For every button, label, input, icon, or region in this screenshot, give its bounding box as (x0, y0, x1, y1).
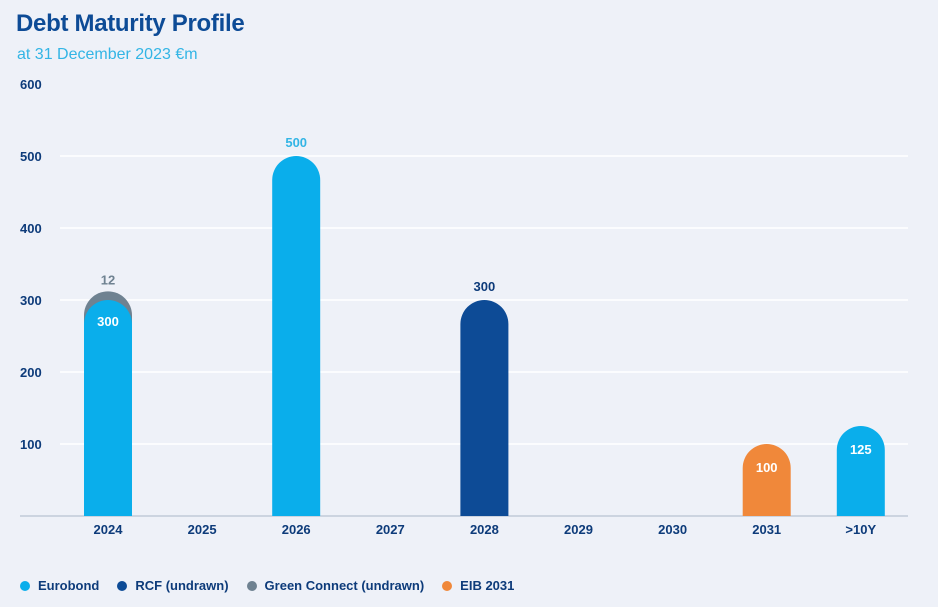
value-label-2028: 300 (474, 279, 496, 294)
bar-eurobond-2024 (84, 300, 132, 516)
bar-eib-2031-2031 (742, 444, 791, 516)
y-tick-label-100: 100 (20, 437, 42, 452)
x-tick-label-2028: 2028 (470, 522, 499, 537)
x-tick-label-2026: 2026 (282, 522, 311, 537)
legend-label-rcf: RCF (undrawn) (135, 578, 229, 593)
chart-subtitle: at 31 December 2023 €m (17, 46, 198, 63)
y-tick-label-200: 200 (20, 365, 42, 380)
y-tick-label-300: 300 (20, 293, 42, 308)
bar-eurobond-2026 (272, 156, 321, 516)
y-tick-label-600: 600 (20, 77, 42, 92)
bar-eurobond->10Y (836, 426, 885, 516)
x-tick-label-2027: 2027 (376, 522, 405, 537)
x-tick-label-2029: 2029 (564, 522, 593, 537)
legend-swatch-rcf (117, 580, 128, 591)
legend-item-rcf: RCF (undrawn) (117, 578, 229, 593)
debt-maturity-chart: 100 200 300 400 500 600 2024 2025 2026 2027 2028 20… (20, 77, 908, 537)
x-tick-label-2030: 2030 (658, 522, 687, 537)
x-tick-label->10Y: >10Y (845, 522, 876, 537)
legend-swatch-eib-2031 (442, 580, 453, 591)
value-label->10Y: 125 (850, 442, 872, 457)
legend-swatch-eurobond (20, 580, 30, 591)
value-label-2024-top: 12 (101, 272, 115, 287)
legend-label-eib-2031: EIB 2031 (460, 578, 515, 593)
x-tick-label-2025: 2025 (188, 522, 217, 537)
value-label-2024-base: 300 (97, 314, 119, 329)
legend-item-green-connect: Green Connect (undrawn) (246, 578, 425, 593)
legend-item-eib-2031: EIB 2031 (442, 578, 514, 593)
legend-item-eurobond: Eurobond (20, 578, 99, 593)
legend-swatch-green-connect (246, 580, 257, 591)
bar-rcf-undrawn--2028 (460, 300, 509, 516)
y-tick-label-500: 500 (20, 149, 42, 164)
value-label-2026: 500 (285, 135, 307, 150)
legend: Eurobond RCF (undrawn) Green Connect (un… (20, 578, 532, 593)
legend-label-eurobond: Eurobond (38, 578, 100, 593)
legend-label-green-connect: Green Connect (undrawn) (264, 578, 425, 593)
x-tick-label-2031: 2031 (752, 522, 781, 537)
value-label-2031: 100 (756, 460, 778, 475)
x-tick-label-2024: 2024 (94, 522, 124, 537)
chart-title: Debt Maturity Profile (16, 10, 245, 37)
y-tick-label-400: 400 (20, 221, 42, 236)
